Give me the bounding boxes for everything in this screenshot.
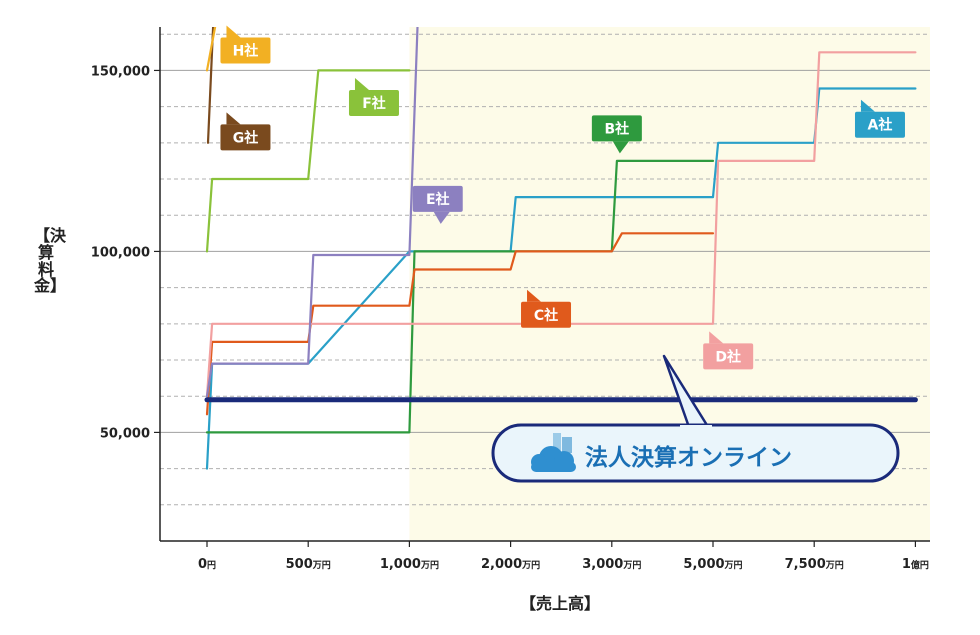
series-line-H社 xyxy=(205,27,217,72)
company-label-text: A社 xyxy=(868,117,893,134)
y-tick-label: 50,000 xyxy=(100,426,150,441)
y-tick-label: 150,000 xyxy=(91,64,150,79)
company-label-box xyxy=(703,343,754,370)
company-label-box xyxy=(412,185,463,212)
series-line-F社 xyxy=(205,69,411,253)
y-axis-title: 【決算料金】 xyxy=(34,226,67,296)
company-label-box xyxy=(220,124,271,151)
building-shape xyxy=(553,433,561,453)
company-label-pointer xyxy=(354,78,369,91)
company-label-text: C社 xyxy=(534,307,558,324)
company-label-pointer xyxy=(860,99,875,112)
series-line-E社 xyxy=(205,27,419,398)
company-label: F社 xyxy=(348,78,399,117)
company-label: G社 xyxy=(220,112,271,151)
building-shape xyxy=(562,437,572,453)
x-axis-title: 【売上高】 xyxy=(519,594,600,613)
company-label-box xyxy=(854,111,905,138)
brand-callout: 法人決算オンライン xyxy=(491,354,900,483)
company-label-box xyxy=(521,301,572,328)
x-tick-label: 0円 xyxy=(198,557,216,572)
company-label: C社 xyxy=(521,289,572,328)
x-tick-label: 3,000万円 xyxy=(582,557,641,572)
company-label-text: H社 xyxy=(233,43,259,60)
company-label-pointer xyxy=(709,331,724,344)
x-tick-label: 7,500万円 xyxy=(785,557,844,572)
x-tick-label: 500万円 xyxy=(286,557,331,572)
company-label-text: G社 xyxy=(233,129,259,146)
company-label-pointer xyxy=(527,289,542,302)
company-label-text: D社 xyxy=(715,348,741,365)
x-tick-label: 2,000万円 xyxy=(481,557,540,572)
company-label: H社 xyxy=(220,25,271,64)
company-label-pointer xyxy=(612,141,629,154)
x-tick-label: 5,000万円 xyxy=(683,557,742,572)
company-label: B社 xyxy=(591,115,642,154)
company-label-text: F社 xyxy=(362,95,386,112)
company-label-pointer xyxy=(433,211,450,224)
company-label-box xyxy=(220,37,271,64)
series-line-C社 xyxy=(205,232,715,416)
series-line-B社 xyxy=(205,159,715,434)
company-label: D社 xyxy=(703,331,754,370)
company-label: E社 xyxy=(412,185,463,224)
company-label-text: B社 xyxy=(605,120,630,137)
cloud-shape xyxy=(531,462,576,472)
series-line-D社 xyxy=(205,51,917,398)
company-label-box xyxy=(591,115,642,142)
company-label-text: E社 xyxy=(426,191,450,208)
company-label-pointer xyxy=(226,25,241,38)
x-tick-label: 1,000万円 xyxy=(380,557,439,572)
company-label-box xyxy=(348,90,399,117)
y-tick-label: 100,000 xyxy=(91,245,150,260)
brand-callout-text: 法人決算オンライン xyxy=(585,444,792,471)
company-label-pointer xyxy=(226,112,241,125)
company-label: A社 xyxy=(854,99,905,138)
x-tick-label: 1億円 xyxy=(902,557,929,572)
cloud-building-icon xyxy=(531,433,576,472)
